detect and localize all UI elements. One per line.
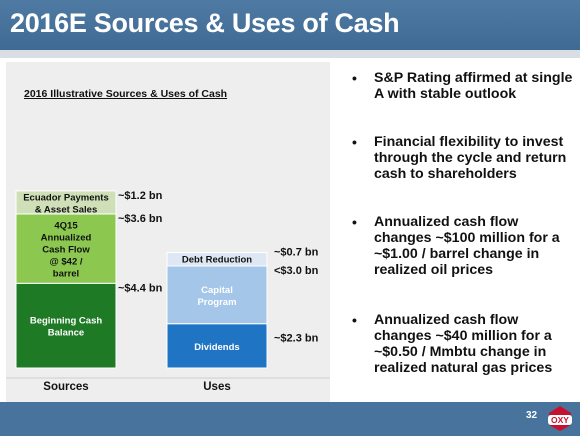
value-label: ~$3.6 bn — [118, 213, 163, 225]
bar-segment — [15, 190, 117, 215]
slide-title: 2016E Sources & Uses of Cash — [10, 8, 400, 38]
bullet-text: Annualized cash flow changes ~$40 millio… — [374, 312, 553, 376]
bullet-text: Financial flexibility to invest through … — [374, 134, 567, 182]
bar-segment — [15, 282, 117, 369]
oxy-logo-icon: OXY — [548, 406, 572, 431]
logo-text: OXY — [551, 415, 569, 425]
segment-label: Capital Program — [197, 285, 236, 308]
value-label: <$3.0 bn — [274, 265, 319, 277]
page-number: 32 — [526, 410, 538, 421]
bullet-text: Annualized cash flow changes ~$100 milli… — [374, 214, 560, 278]
value-label: ~$0.7 bn — [274, 247, 319, 259]
bullet-dot-icon: • — [352, 134, 357, 150]
slide-header: 2016E Sources & Uses of Cash — [0, 0, 580, 50]
category-label: Sources — [43, 381, 88, 393]
header-divider — [0, 50, 580, 58]
segment-label: Debt Reduction — [182, 255, 252, 266]
bar-segment — [166, 323, 268, 369]
stacked-bar-chart: Beginning Cash Balance ~$4.4 bn 4Q15 Annuali… — [6, 190, 330, 393]
bullet-dot-icon: • — [352, 214, 357, 230]
segment-label: Beginning Cash Balance — [30, 316, 103, 339]
value-label: ~$2.3 bn — [274, 333, 319, 345]
bullet-dot-icon: • — [352, 312, 357, 328]
bullet-dot-icon: • — [352, 70, 357, 86]
slide-footer — [0, 402, 580, 436]
segment-label: Dividends — [194, 342, 239, 353]
bar-segment — [166, 265, 268, 325]
bar-segment — [166, 252, 268, 267]
chart-panel: 2016 Illustrative Sources & Uses of Cash… — [6, 62, 330, 402]
segment-label: Ecuador Payments & Asset Sales — [23, 192, 109, 215]
segment-label: 4Q15 Annualized Cash Flow @ $42 /barrel — [41, 221, 92, 280]
chart-title: 2016 Illustrative Sources & Uses of Cash — [24, 88, 228, 100]
value-label: ~$1.2 bn — [118, 190, 163, 202]
bar-segment — [15, 213, 117, 284]
value-label: ~$4.4 bn — [118, 282, 163, 294]
category-label: Uses — [203, 381, 231, 393]
bullet-text: S&P Rating affirmed at single A with sta… — [374, 70, 573, 102]
